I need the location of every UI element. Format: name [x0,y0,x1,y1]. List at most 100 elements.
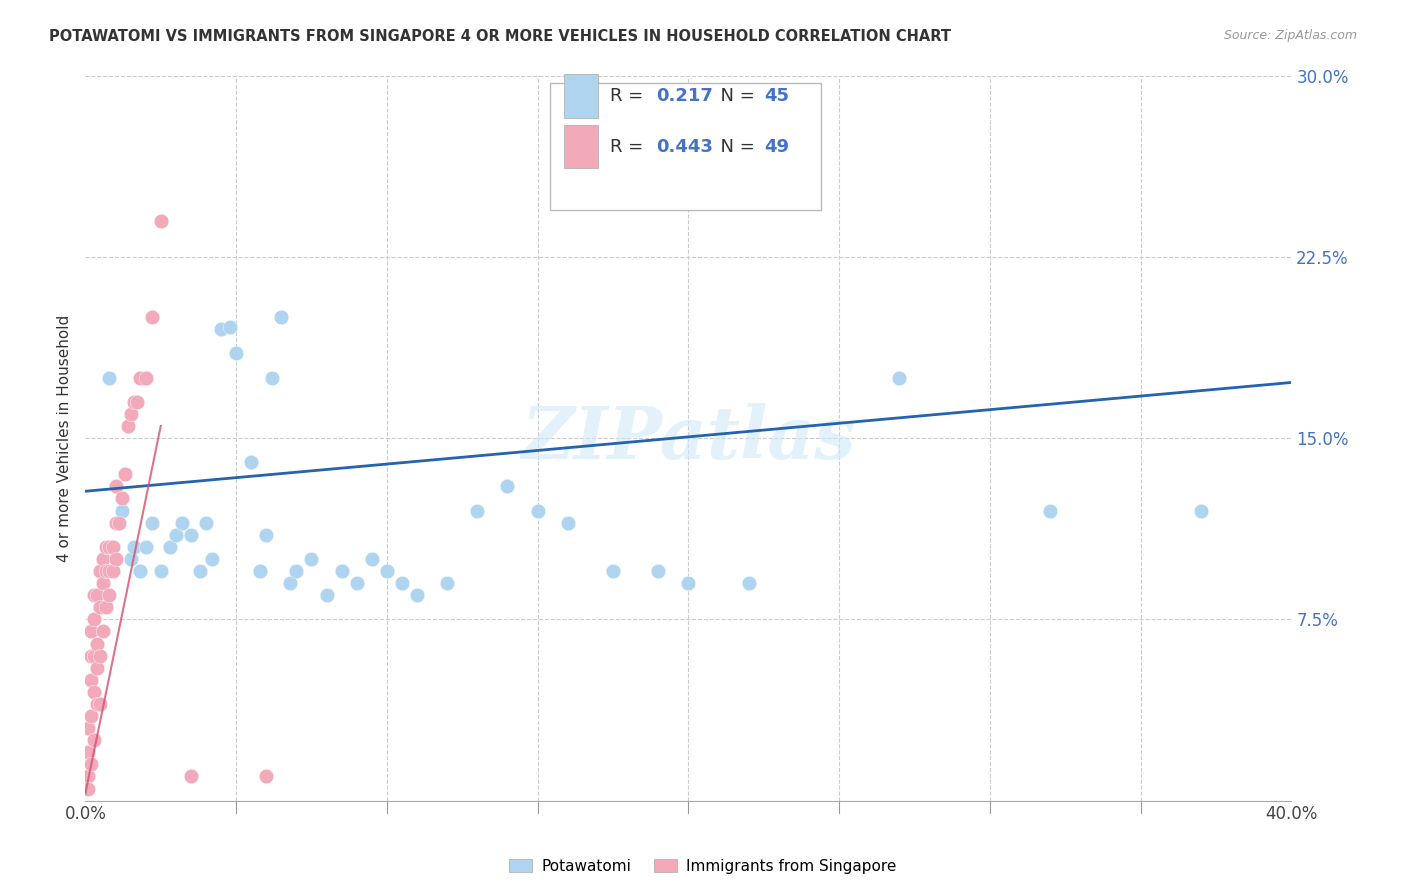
Point [135,540,157,554]
Point [86,636,108,650]
Text: N =: N = [709,137,761,155]
Point [391,576,413,591]
Text: R =: R = [610,87,650,105]
Point [120,407,142,421]
Point [80,624,103,639]
Point [86,588,108,602]
Point [301,552,323,566]
Point [77,721,100,735]
Point [209,322,232,336]
Point [93,576,115,591]
Point [93,552,115,566]
Point [117,419,139,434]
Point [360,552,382,566]
Legend: Potawatomi, Immigrants from Singapore: Potawatomi, Immigrants from Singapore [503,853,903,880]
Point [96,600,118,615]
Point [110,491,132,506]
Point [330,564,353,578]
Point [114,467,136,482]
Point [141,310,163,325]
Point [159,540,181,554]
Point [280,576,302,591]
Point [96,540,118,554]
Point [80,709,103,723]
Point [496,479,519,493]
Point [89,697,111,711]
Point [141,516,163,530]
Point [135,370,157,384]
Point [104,479,127,493]
Text: 45: 45 [765,87,789,105]
Point [89,564,111,578]
Point [83,588,105,602]
Point [375,564,398,578]
Point [436,576,458,591]
Text: Source: ZipAtlas.com: Source: ZipAtlas.com [1223,29,1357,42]
Bar [564,125,598,169]
Point [86,697,108,711]
Point [98,540,121,554]
Point [889,370,911,384]
Point [149,213,172,227]
Point [678,576,700,591]
Point [120,552,142,566]
Bar [550,83,821,210]
Point [1039,503,1062,517]
Text: N =: N = [709,87,761,105]
Text: 0.217: 0.217 [655,87,713,105]
Point [262,370,284,384]
Point [557,516,579,530]
Point [602,564,624,578]
Point [83,612,105,626]
Point [77,745,100,759]
Point [240,455,263,469]
Point [110,503,132,517]
Y-axis label: 4 or more Vehicles in Household: 4 or more Vehicles in Household [58,315,72,562]
Point [77,781,100,796]
Point [80,648,103,663]
Point [98,370,121,384]
Point [188,564,211,578]
Point [270,310,292,325]
Point [647,564,669,578]
Point [80,673,103,687]
Text: R =: R = [610,137,650,155]
Point [125,394,148,409]
Point [101,564,124,578]
Point [104,552,127,566]
Point [254,769,277,783]
Point [249,564,271,578]
Point [96,564,118,578]
Point [98,588,121,602]
Point [101,540,124,554]
Text: 0.443: 0.443 [655,137,713,155]
Point [128,370,150,384]
Point [194,516,217,530]
Point [285,564,308,578]
Point [80,757,103,772]
Point [737,576,759,591]
Point [315,588,337,602]
Point [465,503,488,517]
Point [254,527,277,541]
Point [98,564,121,578]
Point [83,733,105,747]
Point [165,527,187,541]
Point [122,540,145,554]
Point [1189,503,1212,517]
Point [77,769,100,783]
Point [219,319,242,334]
Text: POTAWATOMI VS IMMIGRANTS FROM SINGAPORE 4 OR MORE VEHICLES IN HOUSEHOLD CORRELAT: POTAWATOMI VS IMMIGRANTS FROM SINGAPORE … [49,29,952,44]
Point [86,661,108,675]
Point [128,564,150,578]
Point [526,503,548,517]
Bar [564,74,598,118]
Point [89,600,111,615]
Point [180,769,202,783]
Point [201,552,224,566]
Text: 49: 49 [765,137,789,155]
Point [107,516,129,530]
Text: ZIPatlas: ZIPatlas [522,402,855,474]
Point [104,516,127,530]
Point [346,576,368,591]
